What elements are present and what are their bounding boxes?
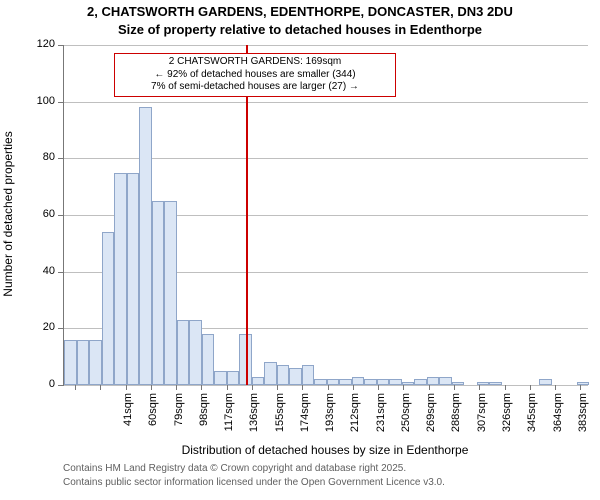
x-tick-mark [479,385,480,390]
x-tick-label: 117sqm [223,393,235,443]
x-tick-mark [429,385,430,390]
x-tick-mark [353,385,354,390]
y-tick-label: 120 [25,38,55,50]
histogram-bar [302,365,315,385]
y-tick-label: 0 [25,378,55,390]
gridline [64,385,588,386]
histogram-bar [214,371,227,385]
histogram-bar [577,382,590,385]
y-axis-label: Number of detached properties [1,114,15,314]
x-tick-mark [505,385,506,390]
histogram-bar [264,362,277,385]
x-tick-label: 345sqm [526,393,538,443]
y-tick-mark [58,272,63,273]
histogram-bar [64,340,77,385]
x-tick-mark [580,385,581,390]
x-tick-label: 231sqm [375,393,387,443]
x-tick-mark [75,385,76,390]
gridline [64,102,588,103]
histogram-bar [314,379,327,385]
x-tick-mark [378,385,379,390]
histogram-bar [89,340,102,385]
histogram-bar [189,320,202,385]
x-tick-mark [302,385,303,390]
y-tick-mark [58,385,63,386]
histogram-bar [539,379,552,385]
y-tick-mark [58,328,63,329]
plot-area: 2 CHATSWORTH GARDENS: 169sqm ← 92% of de… [63,45,588,386]
x-tick-label: 60sqm [147,393,159,443]
histogram-bar [164,201,177,385]
histogram-bar [289,368,302,385]
histogram-bar [439,377,452,386]
annotation-line1: 2 CHATSWORTH GARDENS: 169sqm [115,56,395,69]
chart-title-line1: 2, CHATSWORTH GARDENS, EDENTHORPE, DONCA… [0,4,600,19]
x-tick-mark [328,385,329,390]
annotation-box: 2 CHATSWORTH GARDENS: 169sqm ← 92% of de… [114,53,396,97]
x-tick-label: 174sqm [299,393,311,443]
histogram-bar [227,371,240,385]
histogram-bar [489,382,502,385]
y-tick-label: 40 [25,265,55,277]
x-tick-mark [252,385,253,390]
histogram-bar [364,379,377,385]
y-tick-label: 100 [25,95,55,107]
y-tick-mark [58,215,63,216]
footnote-line2: Contains public sector information licen… [63,477,587,488]
x-tick-label: 383sqm [577,393,589,443]
footnote-line1: Contains HM Land Registry data © Crown c… [63,463,587,474]
x-tick-label: 212sqm [349,393,361,443]
gridline [64,45,588,46]
x-tick-mark [201,385,202,390]
x-tick-label: 326sqm [501,393,513,443]
histogram-bar [414,379,427,385]
histogram-bar [114,173,127,386]
x-tick-label: 79sqm [173,393,185,443]
y-tick-mark [58,102,63,103]
x-tick-label: 364sqm [552,393,564,443]
histogram-bar [102,232,115,385]
y-tick-label: 20 [25,321,55,333]
x-tick-label: 307sqm [476,393,488,443]
x-tick-label: 193sqm [324,393,336,443]
histogram-bar [339,379,352,385]
x-tick-label: 136sqm [248,393,260,443]
histogram-bar [202,334,215,385]
histogram-bar [252,377,265,386]
x-tick-mark [176,385,177,390]
x-tick-mark [454,385,455,390]
y-tick-mark [58,158,63,159]
histogram-bar [127,173,140,386]
chart-title-line2: Size of property relative to detached ho… [0,22,600,37]
x-tick-mark [151,385,152,390]
x-tick-mark [277,385,278,390]
x-tick-label: 250sqm [400,393,412,443]
histogram-bar [177,320,190,385]
x-tick-mark [403,385,404,390]
histogram-bar [277,365,290,385]
y-tick-mark [58,45,63,46]
y-tick-label: 80 [25,151,55,163]
x-axis-label: Distribution of detached houses by size … [63,443,587,457]
x-tick-mark [555,385,556,390]
x-tick-label: 155sqm [274,393,286,443]
annotation-line2: ← 92% of detached houses are smaller (34… [115,69,395,82]
histogram-bar [152,201,165,385]
histogram-bar [427,377,440,386]
histogram-bar [352,377,365,386]
x-tick-mark [227,385,228,390]
x-tick-mark [100,385,101,390]
x-tick-mark [126,385,127,390]
chart-container: { "title": { "line1": "2, CHATSWORTH GAR… [0,0,600,500]
x-tick-mark [530,385,531,390]
histogram-bar [139,107,152,385]
histogram-bar [389,379,402,385]
annotation-line3: 7% of semi-detached houses are larger (2… [115,81,395,94]
x-tick-label: 288sqm [450,393,462,443]
x-tick-label: 41sqm [122,393,134,443]
x-tick-label: 98sqm [198,393,210,443]
y-tick-label: 60 [25,208,55,220]
histogram-bar [77,340,90,385]
x-tick-label: 269sqm [425,393,437,443]
